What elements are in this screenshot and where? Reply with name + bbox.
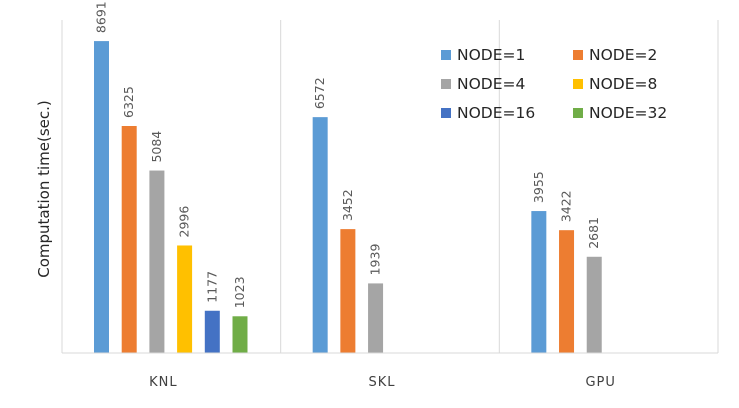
x-tick-label-gpu: GPU <box>585 375 615 390</box>
legend-swatch-1 <box>441 50 451 60</box>
legend-label-6: NODE=32 <box>589 104 667 122</box>
legend-label-3: NODE=4 <box>457 75 525 93</box>
bar-skl-series-2 <box>340 229 356 353</box>
x-tick-labels: KNL SKL GPU <box>149 375 615 390</box>
data-label-knl-series-3: 5084 <box>149 131 164 163</box>
legend-swatch-2 <box>573 50 583 60</box>
bar-knl-series-5 <box>204 310 220 353</box>
bars-group <box>94 41 602 354</box>
bar-skl-series-3 <box>368 283 384 353</box>
bar-knl-series-6 <box>232 316 248 353</box>
data-label-gpu-series-1: 3955 <box>531 171 546 203</box>
data-label-knl-series-1: 8691 <box>94 1 109 33</box>
data-label-knl-series-2: 6325 <box>121 86 136 118</box>
legend-label-1: NODE=1 <box>457 46 525 64</box>
bar-knl-series-2 <box>121 126 137 353</box>
legend-label-5: NODE=16 <box>457 104 535 122</box>
bar-skl-series-1 <box>312 117 328 354</box>
data-labels-group: 8691 6325 5084 2996 1177 1023 6572 3452 1939 3955… <box>94 1 602 308</box>
legend-swatch-3 <box>441 79 451 89</box>
data-label-skl-series-1: 6572 <box>312 77 327 109</box>
legend-swatch-6 <box>573 108 583 118</box>
legend-swatch-4 <box>573 79 583 89</box>
data-label-knl-series-5: 1177 <box>204 271 219 303</box>
bar-knl-series-1 <box>94 41 109 354</box>
data-label-skl-series-3: 1939 <box>368 244 383 276</box>
y-axis-label: Computation time(sec.) <box>35 100 53 278</box>
data-label-gpu-series-2: 3422 <box>559 190 574 222</box>
data-label-gpu-series-3: 2681 <box>586 217 601 249</box>
bar-knl-series-4 <box>177 245 193 353</box>
bar-gpu-series-1 <box>531 211 547 353</box>
bar-gpu-series-3 <box>586 256 602 353</box>
legend-label-2: NODE=2 <box>589 46 657 64</box>
bar-gpu-series-2 <box>559 230 575 353</box>
bar-knl-series-3 <box>149 170 165 353</box>
legend-swatch-5 <box>441 108 451 118</box>
x-tick-label-knl: KNL <box>149 375 178 390</box>
x-tick-label-skl: SKL <box>368 375 395 390</box>
data-label-knl-series-4: 2996 <box>177 206 192 238</box>
legend-label-4: NODE=8 <box>589 75 657 93</box>
data-label-knl-series-6: 1023 <box>232 276 247 308</box>
category-separators <box>61 20 719 353</box>
data-label-skl-series-2: 3452 <box>340 189 355 221</box>
legend: NODE=1 NODE=2 NODE=4 NODE=8 NODE=16 NODE=32 <box>441 46 667 122</box>
